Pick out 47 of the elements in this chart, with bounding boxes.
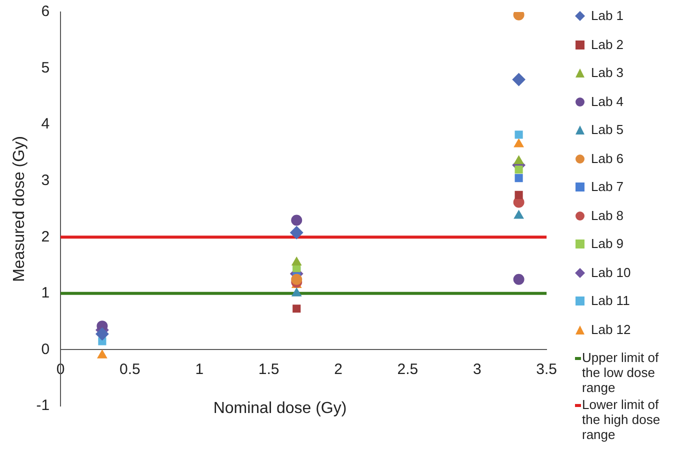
- x-tick-label: 2: [334, 360, 342, 378]
- legend-label: Lab 7: [591, 179, 624, 194]
- point: [291, 214, 302, 226]
- point: [514, 138, 524, 148]
- legend-label: Lab 6: [591, 150, 624, 166]
- legend-label: Lab 10: [591, 264, 631, 280]
- point: [514, 190, 523, 199]
- legend-label: Lab 1: [591, 8, 624, 23]
- point: [291, 274, 302, 285]
- legend-label: Lab 2: [591, 36, 624, 52]
- legend-label: Lab 5: [591, 122, 624, 137]
- x-tick-label: 3: [472, 360, 482, 378]
- point: [514, 166, 523, 174]
- x-axis-title: Nominal dose (Gy): [213, 400, 347, 417]
- legend-label: Lab 8: [591, 208, 624, 222]
- y-axis-title: Measured dose (Gy): [11, 136, 28, 282]
- y-tick-label: 2: [41, 228, 50, 246]
- x-tick-label: 2.5: [397, 360, 418, 378]
- point: [513, 274, 524, 285]
- legend-label: Lab 4: [591, 94, 624, 108]
- y-tick-label: 5: [41, 59, 50, 76]
- point: [514, 156, 524, 164]
- point: [292, 304, 301, 313]
- y-tick-label: -1: [36, 397, 50, 414]
- x-tick-label: 3.5: [536, 360, 558, 378]
- y-tick-label: 1: [41, 284, 50, 302]
- legend-label: Lower limit of the high dose range: [582, 397, 662, 442]
- point: [97, 350, 108, 358]
- point: [292, 256, 302, 266]
- y-tick-label: 6: [41, 3, 50, 20]
- y-tick-label: 4: [41, 116, 50, 133]
- x-tick-label: 0.5: [120, 360, 140, 378]
- point: [514, 174, 523, 182]
- y-tick-label: 0: [41, 340, 50, 358]
- legend-label: Lab 3: [591, 65, 624, 80]
- x-tick-label: 1: [195, 360, 204, 378]
- legend-label: Lab 11: [591, 293, 630, 308]
- x-tick-label: 1.5: [258, 360, 280, 378]
- legend-label: Lab 9: [591, 236, 624, 251]
- point: [290, 226, 304, 240]
- point: [292, 288, 302, 296]
- point: [514, 130, 523, 139]
- point: [512, 73, 526, 86]
- legend-label: Upper limit of the low dose range: [582, 350, 660, 395]
- point: [514, 210, 524, 219]
- y-tick-label: 3: [41, 172, 50, 189]
- legend-label: Lab 12: [591, 322, 631, 336]
